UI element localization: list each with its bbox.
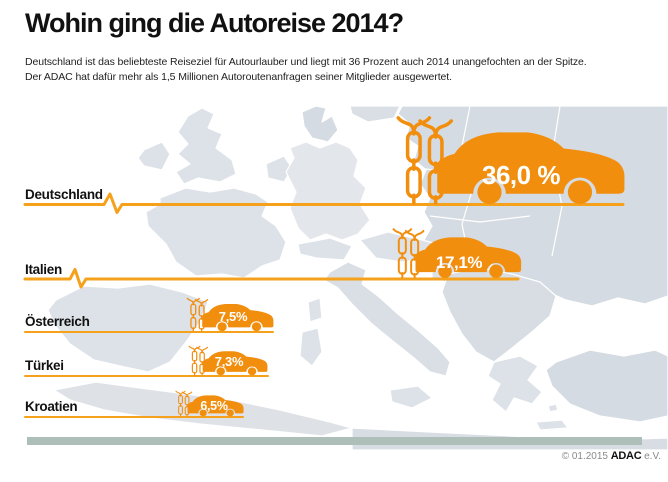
value-label-italien: 17,1%	[435, 253, 483, 272]
map-denmark	[301, 106, 339, 143]
baseline-deutschland	[23, 192, 625, 214]
copyright-date: © 01.2015	[561, 451, 608, 462]
baseline-italien	[23, 268, 520, 289]
country-label-oesterreich: Österreich	[25, 314, 90, 329]
map-scandinavia	[349, 106, 401, 123]
page-title: Wohin ging die Autoreise 2014?	[25, 8, 404, 38]
map-italy	[323, 261, 451, 377]
map-switzerland	[297, 237, 353, 261]
map-france	[145, 187, 287, 279]
country-label-tuerkei: Türkei	[25, 358, 64, 373]
copyright-suffix: e.V.	[644, 451, 661, 462]
map-sicily	[389, 385, 433, 409]
map-turkey	[545, 349, 668, 423]
map-corsica	[307, 297, 323, 323]
map-sardinia	[299, 327, 323, 367]
map-balkans	[441, 267, 557, 363]
value-label-tuerkei: 7,3%	[214, 354, 244, 369]
copyright-credit: © 01.2015 ADAC e.V.	[562, 450, 661, 462]
adac-logo-text: ADAC	[610, 450, 642, 462]
country-label-italien: Italien	[25, 262, 62, 277]
subtitle-line-1: Deutschland ist das beliebteste Reisezie…	[25, 56, 587, 68]
country-label-kroatien: Kroatien	[25, 399, 78, 414]
map-crete	[535, 419, 569, 431]
map-greece	[487, 355, 543, 413]
value-label-kroatien: 6,5%	[200, 399, 228, 413]
map-uk	[175, 107, 237, 185]
map-ireland	[137, 141, 171, 171]
value-label-oesterreich: 7,5%	[218, 309, 248, 324]
map-germany	[285, 141, 371, 241]
map-baseline-bar	[27, 437, 642, 445]
value-label-deutschland: 36,0 %	[482, 160, 560, 190]
country-label-deutschland: Deutschland	[25, 187, 103, 202]
map-iberia	[47, 283, 209, 373]
subtitle-line-2: Der ADAC hat dafür mehr als 1,5 Millione…	[25, 71, 452, 83]
